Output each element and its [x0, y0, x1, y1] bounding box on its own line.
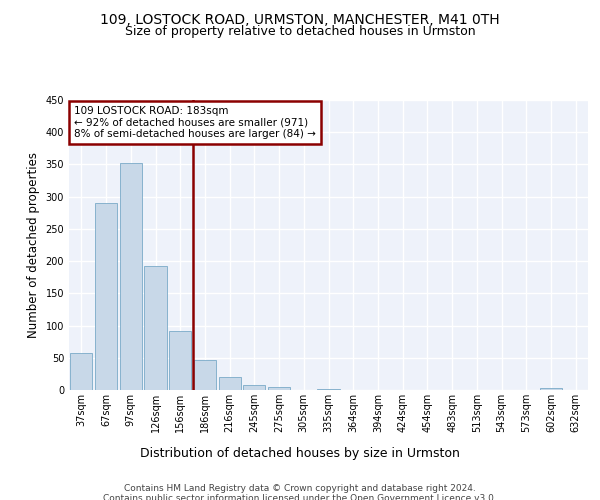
Text: Distribution of detached houses by size in Urmston: Distribution of detached houses by size … — [140, 448, 460, 460]
Bar — [169, 332, 191, 390]
Bar — [243, 385, 265, 390]
Bar — [268, 387, 290, 390]
Bar — [540, 388, 562, 390]
Bar — [218, 377, 241, 390]
Bar — [70, 354, 92, 390]
Text: Contains HM Land Registry data © Crown copyright and database right 2024.
Contai: Contains HM Land Registry data © Crown c… — [103, 484, 497, 500]
Bar — [119, 162, 142, 390]
Bar — [145, 266, 167, 390]
Bar — [317, 388, 340, 390]
Bar — [194, 360, 216, 390]
Y-axis label: Number of detached properties: Number of detached properties — [27, 152, 40, 338]
Text: 109 LOSTOCK ROAD: 183sqm
← 92% of detached houses are smaller (971)
8% of semi-d: 109 LOSTOCK ROAD: 183sqm ← 92% of detach… — [74, 106, 316, 139]
Bar — [95, 203, 117, 390]
Text: 109, LOSTOCK ROAD, URMSTON, MANCHESTER, M41 0TH: 109, LOSTOCK ROAD, URMSTON, MANCHESTER, … — [100, 12, 500, 26]
Text: Size of property relative to detached houses in Urmston: Size of property relative to detached ho… — [125, 25, 475, 38]
